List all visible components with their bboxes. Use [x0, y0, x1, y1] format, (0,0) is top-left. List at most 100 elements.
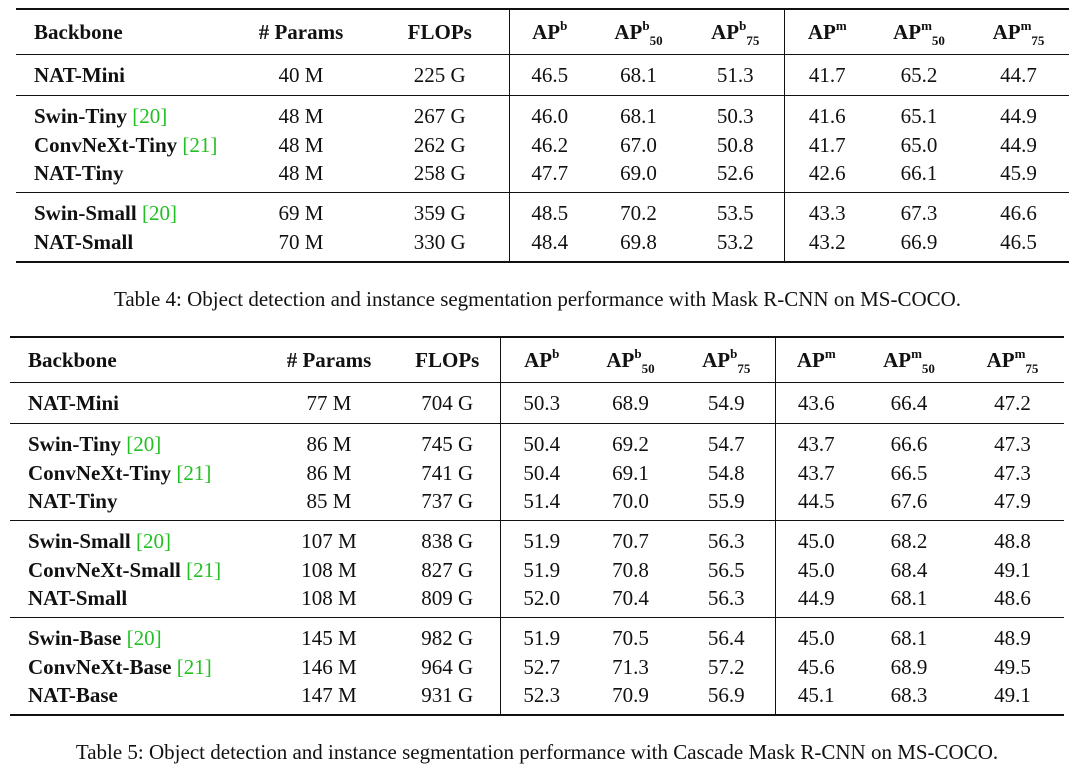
- apm50-cell: 68.4: [890, 558, 928, 582]
- apm50-cell: 66.6: [857, 423, 961, 459]
- flops-cell: 258 G: [413, 161, 466, 185]
- apb75-cell: 57.2: [707, 655, 745, 679]
- apm-cell: 41.7: [783, 131, 870, 159]
- backbone-name: NAT-Mini: [34, 63, 126, 87]
- apm-cell: 43.6: [774, 382, 857, 424]
- subscript: 75: [737, 360, 751, 376]
- apm75-cell: 44.7: [1000, 63, 1037, 87]
- params-cell: 146 M: [301, 655, 357, 679]
- col-header-apb75: APb75: [678, 336, 775, 383]
- apb75-cell: 54.9: [707, 391, 745, 415]
- citation: [21]: [182, 133, 218, 157]
- params-cell: 108 M: [301, 586, 357, 610]
- superscript: b: [739, 17, 747, 33]
- backbone-cell: ConvNeXt-Small [21]: [10, 556, 263, 584]
- citation: [21]: [176, 461, 212, 485]
- superscript: m: [835, 17, 847, 33]
- citation: [21]: [176, 655, 212, 679]
- subscript: 50: [641, 360, 655, 376]
- col-header-apb50: APb50: [583, 336, 678, 383]
- backbone-cell: ConvNeXt-Tiny [21]: [10, 459, 263, 487]
- apm50-cell: 68.9: [890, 655, 928, 679]
- table-row: Swin-Small [20] 69 M 359 G 48.5 70.2 53.5 43.3…: [16, 192, 1069, 228]
- citation-number: 21: [193, 558, 215, 582]
- apb50-cell: 69.0: [620, 161, 657, 185]
- ap-text: AP: [893, 20, 922, 44]
- apb50-cell: 69.8: [590, 228, 687, 263]
- apb75-cell: 52.6: [716, 161, 754, 185]
- apb-cell: 52.3: [499, 681, 583, 716]
- apm-cell: 43.2: [783, 228, 870, 263]
- apb50-cell: 68.1: [620, 63, 657, 87]
- subscript: 50: [921, 360, 935, 376]
- citation: [20]: [132, 104, 168, 128]
- apb-cell: 46.0: [508, 95, 590, 131]
- apm75-cell: 47.3: [961, 423, 1064, 459]
- table-row: ConvNeXt-Tiny [21] 48 M 262 G 46.2 67.0 50.8 4…: [16, 131, 1069, 159]
- apb-cell: 46.2: [508, 131, 590, 159]
- superscript: b: [730, 345, 738, 361]
- table-4-caption: Table 4: Object detection and instance s…: [113, 287, 962, 311]
- apb75-cell: 55.9: [707, 489, 745, 513]
- apm50-cell: 67.3: [870, 192, 968, 228]
- apm75-cell: 44.9: [1000, 133, 1037, 157]
- flops-cell: 931 G: [395, 681, 500, 716]
- apm50-cell: 66.5: [890, 461, 928, 485]
- apm-cell: 43.3: [783, 192, 870, 228]
- ap-text: AP: [992, 20, 1021, 44]
- backbone-cell: NAT-Base: [10, 681, 263, 716]
- apm50-cell: 65.1: [870, 95, 968, 131]
- backbone-name: ConvNeXt-Tiny: [34, 133, 178, 157]
- col-header-apm75: APm75: [961, 336, 1064, 383]
- params-cell: 48 M: [278, 161, 324, 185]
- col-header-apb: APb: [499, 336, 583, 383]
- apb50-cell: 70.7: [583, 520, 678, 556]
- backbone-name: Swin-Base: [28, 626, 122, 650]
- superscript: m: [921, 17, 932, 33]
- ap-text: AP: [986, 348, 1015, 372]
- apb50-cell: 70.8: [612, 558, 649, 582]
- superscript: b: [560, 17, 568, 33]
- flops-cell: 809 G: [421, 586, 474, 610]
- apm50-cell: 66.9: [870, 228, 968, 263]
- superscript: b: [634, 345, 642, 361]
- col-header-apm75: APm75: [968, 8, 1069, 55]
- backbone-name: Swin-Small: [28, 529, 131, 553]
- apm50-cell: 68.1: [857, 617, 961, 653]
- backbone-name: ConvNeXt-Base: [28, 655, 172, 679]
- apb50-cell: 70.2: [590, 192, 687, 228]
- apb-cell: 52.0: [499, 584, 583, 618]
- apb-cell: 51.9: [499, 520, 583, 556]
- table-row: NAT-Tiny 85 M 737 G 51.4 70.0 55.9 44.5 67.6 47.…: [10, 487, 1064, 521]
- params-cell: 48 M: [231, 95, 371, 131]
- ap-text: AP: [702, 348, 731, 372]
- ap-text: AP: [606, 348, 635, 372]
- superscript: m: [824, 345, 836, 361]
- apm-cell: 45.0: [774, 617, 857, 653]
- flops-cell: 982 G: [395, 617, 500, 653]
- col-header-backbone: Backbone: [16, 8, 231, 55]
- apm-cell: 45.1: [774, 681, 857, 716]
- apb50-cell: 68.1: [590, 95, 687, 131]
- col-header-apm50: APm50: [857, 336, 961, 383]
- apm75-cell: 49.5: [994, 655, 1031, 679]
- col-header-params: # Params: [263, 336, 395, 383]
- ap-text: AP: [796, 348, 825, 372]
- apb50-cell: 71.3: [612, 655, 649, 679]
- apb-cell: 48.5: [508, 192, 590, 228]
- apm50-cell: 68.2: [857, 520, 961, 556]
- ap-text: AP: [807, 20, 836, 44]
- apm50-cell: 66.1: [900, 161, 938, 185]
- col-header-flops: FLOPs: [371, 8, 509, 55]
- apm75-cell: 44.9: [968, 95, 1069, 131]
- subscript: 75: [746, 32, 760, 48]
- flops-cell: 737 G: [421, 489, 474, 513]
- flops-cell: 262 G: [413, 133, 466, 157]
- citation-number: 21: [189, 133, 211, 157]
- citation: [21]: [186, 558, 222, 582]
- apb-cell: 50.4: [499, 459, 583, 487]
- apm75-cell: 49.1: [994, 558, 1031, 582]
- params-cell: 147 M: [263, 681, 395, 716]
- backbone-name: NAT-Mini: [28, 391, 120, 415]
- apm-cell: 44.5: [774, 487, 857, 521]
